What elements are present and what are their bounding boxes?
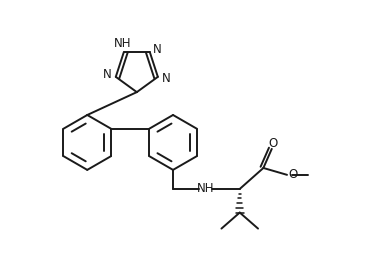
Text: NH: NH: [114, 37, 132, 50]
Text: N: N: [153, 42, 162, 56]
Text: O: O: [268, 137, 277, 150]
Text: O: O: [288, 168, 297, 181]
Text: NH: NH: [197, 182, 214, 195]
Text: N: N: [162, 72, 171, 85]
Text: N: N: [103, 68, 112, 81]
